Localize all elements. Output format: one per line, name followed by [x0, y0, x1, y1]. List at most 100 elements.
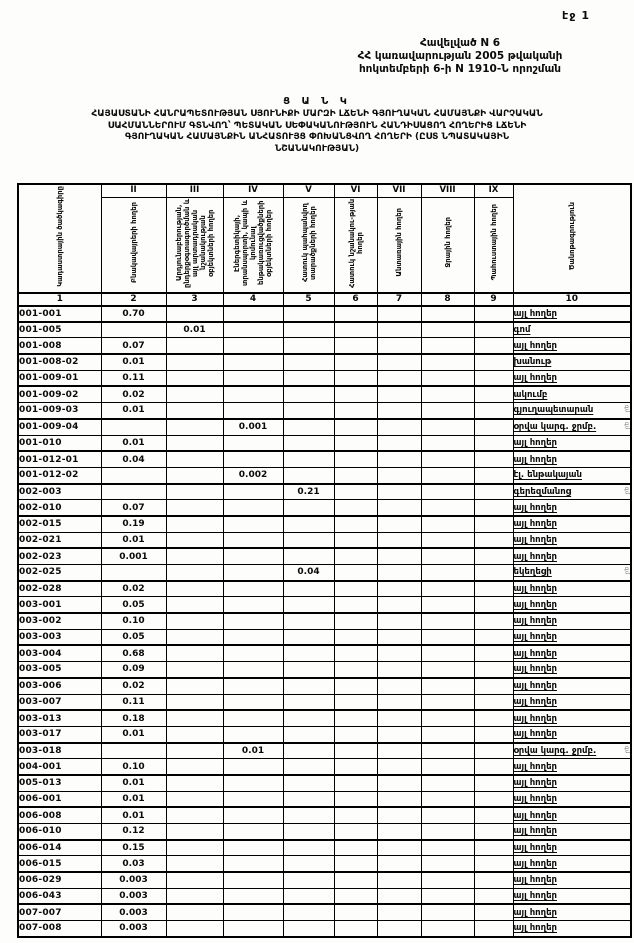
- area-value-col5: [282, 531, 335, 550]
- area-value-col9: [473, 644, 514, 663]
- area-value-col8: [420, 725, 475, 744]
- area-value-col6: [333, 612, 378, 630]
- area-value-col4: [222, 774, 284, 792]
- cadastral-code: 006-010: [17, 822, 102, 841]
- note-cell: օրվա կարգ. ջրմբ. գմ: [512, 742, 632, 760]
- area-value-col7: [376, 790, 422, 809]
- table-row: 001-012-02 0.002 էլ. ենթակայան: [17, 466, 632, 485]
- note-cell: այլ հողեր: [512, 369, 632, 388]
- note-text: այլ հողեր: [513, 923, 557, 934]
- area-value-col8: [420, 871, 475, 889]
- area-value-col7: [376, 304, 422, 323]
- area-value-col8: [420, 515, 475, 533]
- title-line-2: ՍԱՀՄԱՆՆԵՐՈՒՄ ԳՏՆՎՈՂ՝ ՊԵՏԱԿԱՆ ՍԵՓԱԿԱՆՈՒԹՅ…: [107, 120, 527, 131]
- title-line-4: ՆՇԱՆԱԿՈՒԹՅԱՆ): [274, 143, 360, 154]
- table-row: 006-015 0.03 այլ հողեր: [17, 855, 632, 874]
- table-row: 006-001 0.01 այլ հողեր: [17, 790, 632, 809]
- cadastral-code: 001-012-01: [17, 450, 102, 468]
- table-row: 001-009-01 0.11 այլ հողեր: [17, 369, 632, 388]
- roman-numeral-VII: VII: [376, 183, 422, 198]
- area-value-col4: [222, 871, 284, 889]
- area-value-col7: [376, 677, 422, 695]
- area-value-col3: [165, 450, 224, 468]
- note-cell: այլ հողեր: [512, 709, 632, 727]
- area-value-col5: 0.04: [282, 563, 335, 582]
- area-value-col4: [222, 628, 284, 647]
- area-value-col7: [376, 661, 422, 679]
- cadastral-code: 002-015: [17, 515, 102, 533]
- area-value-col3: [165, 677, 224, 695]
- area-value-col3: [165, 774, 224, 792]
- area-value-col3: [165, 790, 224, 809]
- area-value-col7: [376, 758, 422, 776]
- note-cell: այլ հողեր: [512, 612, 632, 630]
- cadastral-code: 001-010: [17, 434, 102, 453]
- area-value-col8: [420, 499, 475, 517]
- area-value-col3: [165, 515, 224, 533]
- area-value-col8: [420, 369, 475, 388]
- area-value-col6: [333, 385, 378, 404]
- note-text: այլ հողեր: [513, 907, 557, 918]
- area-value-col2: [100, 483, 167, 501]
- area-value-col6: [333, 499, 378, 517]
- area-value-col6: [333, 304, 378, 323]
- header-labels-row: Բնակավայրերի հողեր Արդյունաբերության, ընդ…: [18, 196, 631, 293]
- area-value-col5: [282, 418, 335, 436]
- cadastral-code: 003-003: [17, 628, 102, 647]
- area-value-col9: [473, 790, 514, 809]
- area-value-col3: [165, 499, 224, 517]
- col-header-7-text: Անտառային հողեր: [395, 208, 403, 277]
- note-cell: գերեզմանոց գմ: [512, 483, 632, 501]
- cadastral-code: 002-003: [17, 483, 102, 501]
- area-value-col9: [473, 369, 514, 388]
- area-value-col7: [376, 742, 422, 760]
- area-value-col5: [282, 337, 335, 356]
- area-value-col8: [420, 418, 475, 436]
- area-value-col6: [333, 418, 378, 436]
- table-row: 007-007 0.003 այլ հողեր: [17, 903, 632, 922]
- table-row: 004-001 0.10 այլ հողեր: [17, 758, 632, 776]
- area-value-col5: [282, 596, 335, 615]
- note-cell: օրվա կարգ. ջրմբ. գմ: [512, 418, 632, 436]
- area-value-col9: [473, 515, 514, 533]
- note-cell: եկեղեցի գմ: [512, 563, 632, 582]
- area-value-col8: [420, 887, 475, 906]
- col-number-10: 10: [512, 291, 632, 307]
- table-row: 002-025 0.04 եկեղեցի գմ: [17, 563, 632, 582]
- note-cell: այլ հողեր: [512, 644, 632, 663]
- cadastral-code: 006-001: [17, 790, 102, 809]
- area-value-col4: [222, 887, 284, 906]
- area-value-col6: [333, 790, 378, 809]
- col-header-2: Բնակավայրերի հողեր: [100, 196, 167, 293]
- roman-numeral-VIII: VIII: [420, 183, 475, 198]
- note-text: այլ հողեր: [513, 664, 557, 675]
- note-text: այլ հողեր: [513, 843, 557, 854]
- area-value-col3: [165, 661, 224, 679]
- area-value-col8: [420, 450, 475, 468]
- area-value-col8: [420, 304, 475, 323]
- note-text: այլ հողեր: [513, 681, 557, 692]
- cadastral-code: 002-028: [17, 580, 102, 598]
- area-value-col3: [165, 483, 224, 501]
- area-value-col5: [282, 709, 335, 727]
- area-value-col4: [222, 644, 284, 663]
- area-value-col2: 0.70: [100, 304, 167, 323]
- note-text: այլ հողեր: [513, 551, 557, 562]
- col-header-2-text: Բնակավայրերի հողեր: [129, 202, 138, 283]
- appendix-line-1: Հավելված N 6: [419, 37, 501, 49]
- area-value-col2: 0.19: [100, 515, 167, 533]
- area-value-col8: [420, 580, 475, 598]
- area-value-col4: [222, 822, 284, 841]
- area-value-col3: [165, 434, 224, 453]
- header-roman-row: Կադաստրային ծածկագիրը II III IV V VI VII VIII IX…: [17, 183, 632, 293]
- cadastral-code: 002-021: [17, 531, 102, 550]
- note-cell: այլ հողեր: [512, 547, 632, 566]
- area-value-col2: 0.07: [100, 337, 167, 356]
- area-value-col2: 0.05: [100, 596, 167, 615]
- area-value-col2: 0.001: [100, 547, 167, 566]
- cadastral-code: 003-006: [17, 677, 102, 695]
- area-value-col7: [376, 418, 422, 436]
- area-value-col4: [222, 483, 284, 501]
- area-value-col8: [420, 709, 475, 727]
